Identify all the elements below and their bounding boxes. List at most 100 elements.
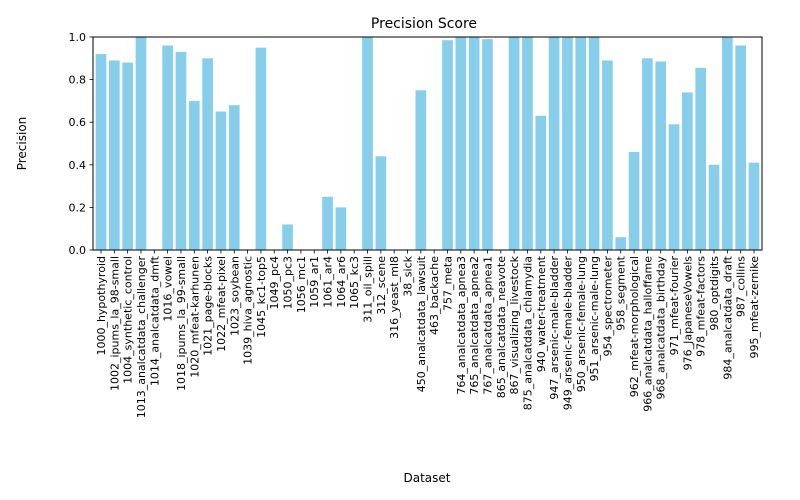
- x-tick-label: 1021_page-blocks: [202, 256, 215, 356]
- x-tick-label: 450_analcatdata_lawsuit: [415, 255, 428, 392]
- bar: [508, 37, 520, 250]
- bars-group: [95, 37, 760, 251]
- bar: [228, 105, 240, 250]
- bar: [722, 37, 733, 250]
- x-tick-label: 757_meta: [441, 256, 454, 311]
- bar: [535, 115, 547, 250]
- x-tick-label: 875_analcatdata_chlamydia: [521, 256, 534, 410]
- bar: [575, 37, 587, 250]
- bar: [135, 37, 147, 250]
- bar: [162, 45, 173, 250]
- bar: [322, 196, 333, 250]
- x-tick-label: 463_backache: [428, 256, 441, 335]
- x-tick-label: 940_water-treatment: [535, 255, 548, 372]
- bar: [188, 100, 200, 251]
- y-tick-label: 0.4: [69, 159, 87, 172]
- x-tick-label: 1002_ipums_la_98-small: [108, 256, 121, 391]
- x-tick-label: 978_mfeat-factors: [695, 256, 708, 357]
- y-tick-label: 0.8: [69, 74, 87, 87]
- bar: [668, 124, 680, 250]
- x-tick-label: 954_spectrometer: [601, 256, 614, 357]
- bar: [455, 37, 467, 250]
- bar: [335, 207, 347, 250]
- bar: [562, 37, 573, 250]
- bar: [615, 237, 627, 250]
- x-ticks-group: 1000_hypothyroid 1002_ipums_la_98-small 10…: [95, 250, 761, 418]
- bar: [548, 37, 560, 250]
- bar: [468, 37, 480, 250]
- bar: [375, 156, 387, 250]
- y-tick-label: 1.0: [69, 31, 87, 44]
- x-tick-label: 865_analcatdata_neavote: [495, 256, 508, 398]
- x-tick-label: 867_visualizing_livestock: [508, 255, 521, 394]
- x-tick-label: 1023_soybean: [228, 256, 241, 336]
- bar: [588, 37, 600, 250]
- x-tick-label: 311_oil_spill: [362, 256, 375, 323]
- x-tick-label: 1045_kc1-top5: [255, 256, 268, 338]
- bar: [642, 58, 653, 250]
- x-tick-label: 1004_synthetic_control: [122, 256, 135, 384]
- bar: [482, 39, 493, 250]
- x-tick-label: 1039_hiva_agnostic: [242, 256, 255, 365]
- x-tick-label: 1022_mfeat-pixel: [215, 256, 228, 352]
- x-tick-label: 1000_hypothyroid: [95, 256, 108, 356]
- x-tick-label: 958_segment: [615, 255, 628, 330]
- bar: [108, 60, 120, 251]
- bar: [628, 152, 640, 250]
- x-tick-label: 968_analcatdata_birthday: [655, 256, 668, 400]
- x-tick-label: 1064_ar6: [335, 256, 348, 308]
- y-axis-label: Precision: [15, 117, 29, 171]
- x-tick-label: 1050_pc3: [282, 256, 295, 310]
- bar: [95, 54, 107, 250]
- x-tick-label: 1059_ar1: [308, 256, 321, 308]
- chart-title: Precision Score: [371, 16, 477, 32]
- x-tick-label: 1061_ar4: [322, 256, 335, 308]
- bar: [442, 40, 453, 250]
- x-tick-label: 976_JapaneseVowels: [681, 256, 694, 371]
- x-tick-label: 966_analcatdata_halloffame: [641, 256, 654, 412]
- bar: [735, 45, 747, 250]
- bar: [695, 67, 707, 250]
- x-tick-label: 1013_analcatdata_challenger: [135, 256, 148, 419]
- y-ticks-group: 0.0 0.2 0.4 0.6 0.8 1.0: [69, 31, 93, 257]
- x-tick-label: 312_scene: [375, 256, 388, 315]
- bar: [202, 58, 213, 250]
- x-tick-label: 971_mfeat-fourier: [668, 256, 681, 356]
- bar: [255, 47, 267, 251]
- bar: [282, 224, 293, 250]
- plot-frame: [92, 36, 763, 251]
- x-axis-label: Dataset: [404, 471, 451, 485]
- bar: [362, 37, 373, 250]
- x-tick-label: 984_analcatdata_draft: [721, 255, 734, 379]
- x-tick-label: 950_arsenic-female-lung: [575, 256, 588, 392]
- x-tick-label: 1065_kc3: [348, 256, 361, 309]
- bar: [748, 162, 760, 250]
- bar: [122, 62, 133, 251]
- x-tick-label: 1014_analcatdata_dmft: [148, 255, 161, 386]
- y-tick-label: 0.2: [69, 201, 87, 214]
- x-tick-label: 949_arsenic-female-bladder: [561, 256, 574, 411]
- x-tick-label: 947_arsenic-male-bladder: [548, 256, 561, 400]
- bar: [655, 61, 667, 250]
- bar: [175, 51, 187, 250]
- x-tick-label: 1018_ipums_la_99-small: [175, 256, 188, 391]
- x-tick-label: 764_analcatdata_apnea3: [455, 256, 468, 395]
- bar: [215, 111, 227, 250]
- x-tick-label: 995_mfeat-zernike: [748, 256, 761, 359]
- x-tick-label: 316_yeast_ml8: [388, 256, 401, 339]
- x-tick-label: 1049_pc4: [268, 256, 281, 310]
- bar: [415, 90, 427, 250]
- x-tick-label: 951_arsenic-male-lung: [588, 256, 601, 382]
- x-tick-label: 1056_mc1: [295, 256, 308, 313]
- x-tick-label: 38_sick: [402, 255, 415, 296]
- y-tick-label: 0.6: [69, 116, 87, 129]
- x-tick-label: 962_mfeat-morphological: [628, 256, 641, 397]
- x-tick-label: 767_analcatdata_apnea1: [481, 256, 494, 395]
- bar: [682, 92, 693, 250]
- x-tick-label: 980_optdigits: [708, 256, 721, 331]
- bar: [602, 60, 613, 251]
- x-tick-label: 765_analcatdata_apnea2: [468, 256, 481, 395]
- x-tick-label: 1020_mfeat-karhunen: [188, 256, 201, 378]
- x-tick-label: 1016_vowel: [162, 256, 175, 322]
